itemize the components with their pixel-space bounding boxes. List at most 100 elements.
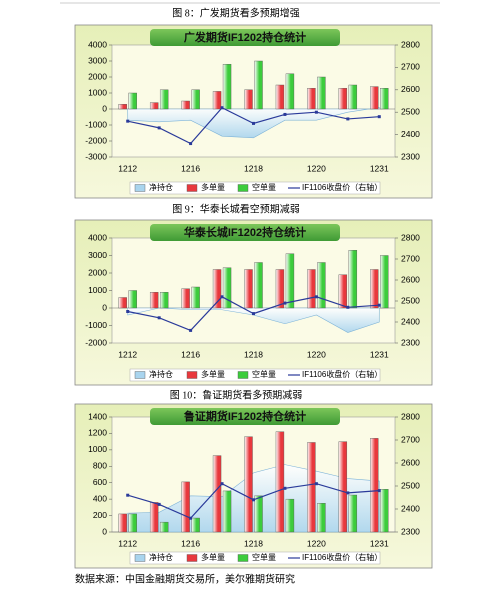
bar — [181, 481, 190, 533]
plot-area — [111, 44, 396, 158]
bar — [191, 517, 200, 533]
chart-title: 华泰长城IF1202持仓统计 — [184, 225, 306, 239]
price-marker — [377, 303, 381, 307]
x-tick-label: 1216 — [181, 538, 200, 548]
bar — [159, 521, 169, 533]
bar — [181, 288, 190, 309]
bar — [222, 490, 232, 533]
price-marker — [157, 502, 161, 506]
price-marker — [189, 516, 193, 520]
y2-tick-label: 2600 — [401, 457, 420, 467]
bar — [212, 91, 222, 110]
bar — [317, 262, 326, 309]
legend-label: 净持仓 — [149, 182, 173, 192]
bar — [307, 269, 316, 309]
figure-caption: 图 8：广发期货看多预期增强 — [172, 6, 300, 19]
x-tick-label: 1218 — [244, 163, 263, 173]
y2-tick-label: 2500 — [401, 480, 420, 490]
price-marker — [377, 489, 381, 493]
y2-tick-label: 2300 — [401, 337, 420, 347]
y-tick-label: 2000 — [88, 267, 107, 277]
price-marker — [314, 482, 318, 486]
x-tick-label: 1218 — [244, 538, 263, 548]
y2-tick-label: 2600 — [401, 84, 420, 94]
price-marker — [283, 486, 287, 490]
bar — [317, 503, 326, 533]
x-tick-label: 1231 — [370, 349, 389, 359]
x-tick-label: 1220 — [307, 538, 326, 548]
y-tick-label: 4000 — [88, 39, 107, 49]
price-marker — [189, 142, 193, 146]
bar — [244, 436, 253, 533]
bar — [285, 253, 295, 309]
bar — [118, 513, 127, 533]
price-marker — [126, 310, 130, 313]
price-marker — [252, 498, 255, 502]
bar — [191, 89, 200, 110]
source-note: 数据来源：中国金融期货交易所，美尔雅期货研究 — [75, 572, 295, 585]
bar — [149, 292, 159, 309]
y-tick-label: 200 — [93, 510, 107, 520]
bar — [275, 269, 285, 309]
legend-swatch — [237, 371, 249, 379]
y2-tick-label: 2600 — [401, 274, 420, 284]
bar — [338, 274, 348, 309]
bar — [159, 89, 169, 110]
y2-tick-label: 2400 — [401, 316, 420, 326]
price-marker — [157, 316, 161, 320]
bar — [212, 269, 222, 309]
price-marker — [157, 126, 161, 130]
bar — [307, 87, 316, 110]
legend-swatch — [237, 554, 249, 562]
y-tick-label: 0 — [102, 526, 107, 536]
legend-label: 空单量 — [252, 182, 276, 192]
bar — [275, 84, 285, 110]
bar — [181, 100, 190, 110]
y-tick-label: 1000 — [88, 444, 107, 454]
bar — [275, 431, 285, 533]
legend-label: IF1106收盘价（右轴） — [302, 369, 382, 379]
y2-tick-label: 2800 — [401, 232, 420, 242]
bar — [149, 102, 159, 110]
bar — [244, 89, 253, 110]
bar — [128, 513, 137, 533]
price-marker — [314, 295, 318, 299]
y2-tick-label: 2800 — [401, 411, 420, 421]
bar — [370, 438, 379, 533]
price-marker — [346, 305, 350, 309]
y-tick-label: -2000 — [85, 135, 107, 145]
x-tick-label: 1231 — [370, 538, 389, 548]
y-tick-label: -1000 — [85, 119, 107, 129]
bar — [380, 87, 389, 110]
legend-label: 多单量 — [201, 182, 225, 192]
y2-tick-label: 2700 — [401, 253, 420, 263]
chart-title: 广发期货IF1202持仓统计 — [184, 30, 306, 44]
bar — [149, 502, 159, 533]
y-tick-label: 600 — [93, 477, 107, 487]
y-tick-label: 3000 — [88, 55, 107, 65]
legend-swatch — [134, 371, 146, 379]
bar — [380, 489, 389, 533]
y2-tick-label: 2500 — [401, 295, 420, 305]
bar — [285, 498, 295, 533]
y-tick-label: 400 — [93, 493, 107, 503]
bar — [222, 267, 232, 309]
legend-label: 多单量 — [201, 369, 225, 379]
legend-label: 净持仓 — [149, 552, 173, 562]
price-marker — [220, 482, 224, 486]
bar — [212, 455, 222, 533]
bar — [348, 84, 358, 110]
chart-title: 鲁证期货IF1202持仓统计 — [184, 409, 306, 423]
x-tick-label: 1231 — [370, 163, 389, 173]
title-bar — [150, 224, 340, 241]
bar — [254, 60, 263, 110]
x-tick-label: 1212 — [118, 349, 137, 359]
y-tick-label: 1400 — [88, 411, 107, 421]
y2-tick-label: 2400 — [401, 503, 420, 513]
y2-tick-label: 2800 — [401, 39, 420, 49]
figure-caption: 图 10：鲁证期货看多预期减弱 — [170, 388, 303, 401]
y-tick-label: 1200 — [88, 428, 107, 438]
title-bar — [150, 29, 340, 46]
x-tick-label: 1220 — [307, 163, 326, 173]
